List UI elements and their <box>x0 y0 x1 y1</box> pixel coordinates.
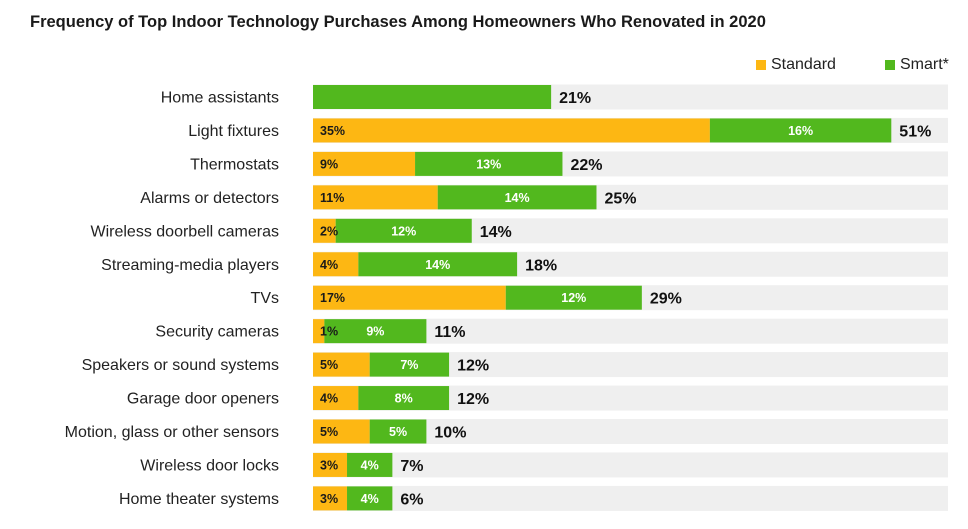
bar-smart-label: 8% <box>395 392 413 406</box>
legend-label-standard: Standard <box>771 56 836 73</box>
bar-standard <box>313 218 336 243</box>
bar-smart <box>369 419 427 444</box>
category-label: TVs <box>251 290 279 307</box>
bar-track <box>313 485 948 511</box>
bar-standard-label: 4% <box>320 258 338 272</box>
bar-standard-label: 11% <box>320 191 344 205</box>
bar-total-label: 10% <box>434 425 466 442</box>
bar-smart <box>369 352 450 377</box>
bar-smart <box>335 218 472 243</box>
bar-total-label: 14% <box>480 224 512 241</box>
bar-smart-label: 7% <box>400 358 418 372</box>
bar-standard-label: 3% <box>320 458 338 472</box>
bar-smart-label: 16% <box>788 124 813 138</box>
bar-total-label: 12% <box>457 391 489 408</box>
chart-title: Frequency of Top Indoor Technology Purch… <box>30 13 766 31</box>
bar-smart <box>358 252 518 277</box>
bar-smart <box>347 486 393 511</box>
bar-smart <box>415 151 563 176</box>
bar-total-label: 11% <box>434 324 465 341</box>
bar-total-label: 6% <box>400 491 423 508</box>
bar-total-label: 18% <box>525 257 557 274</box>
bar-smart-label: 14% <box>425 258 450 272</box>
category-label: Home theater systems <box>119 491 279 508</box>
category-label: Streaming-media players <box>101 257 279 274</box>
bar-smart <box>358 386 450 411</box>
bar-smart-label: 12% <box>391 224 416 238</box>
bar-standard <box>313 151 416 176</box>
category-label: Thermostats <box>190 156 279 173</box>
bar-smart <box>505 285 642 310</box>
legend-item-smart: Smart* <box>885 55 949 75</box>
category-label: Alarms or detectors <box>140 190 279 207</box>
legend-item-standard: Standard <box>756 55 836 75</box>
category-label: Light fixtures <box>188 123 279 140</box>
legend-swatch-standard <box>756 60 766 70</box>
legend-label-smart: Smart* <box>900 56 949 73</box>
bar-standard-label: 17% <box>320 291 345 305</box>
bar-smart-label: 4% <box>361 458 379 472</box>
bar-standard <box>313 319 325 344</box>
category-label: Garage door openers <box>127 391 279 408</box>
bar-standard <box>313 386 359 411</box>
bar-smart-label: 5% <box>389 425 407 439</box>
bar-standard-label: 5% <box>320 358 338 372</box>
category-label: Security cameras <box>155 324 279 341</box>
bar-smart-label: 12% <box>561 291 586 305</box>
bar-standard <box>313 486 348 511</box>
bar-smart-label: 14% <box>505 191 530 205</box>
bar-smart-label: 9% <box>366 325 384 339</box>
bar-standard-label: 2% <box>320 224 338 238</box>
bar-standard <box>313 118 710 143</box>
bar-total-label: 29% <box>650 291 682 308</box>
bar-total-label: 7% <box>400 458 423 475</box>
category-label: Motion, glass or other sensors <box>65 424 279 441</box>
bar-standard-label: 35% <box>320 124 345 138</box>
legend-swatch-smart <box>885 60 895 70</box>
category-label: Home assistants <box>161 90 279 107</box>
category-label: Speakers or sound systems <box>82 357 279 374</box>
bar-smart-label: 13% <box>476 157 501 171</box>
bar-total-label: 12% <box>457 358 489 375</box>
bar-standard-label: 5% <box>320 425 338 439</box>
bar-standard <box>313 419 370 444</box>
bar-smart <box>313 85 552 109</box>
bar-total-label: 25% <box>604 190 636 207</box>
category-label: Wireless doorbell cameras <box>90 223 279 240</box>
bar-smart <box>437 185 597 210</box>
bar-standard-label: 9% <box>320 157 338 171</box>
bar-standard-label: 4% <box>320 392 338 406</box>
bar-smart-label: 4% <box>361 492 379 506</box>
bar-standard-label: 3% <box>320 492 338 506</box>
bar-standard <box>313 185 438 210</box>
bar-track <box>313 452 948 478</box>
bar-standard <box>313 352 370 377</box>
bar-standard-label: 1% <box>320 325 338 339</box>
bar-smart <box>324 319 427 344</box>
bar-standard <box>313 252 359 277</box>
bar-smart <box>709 118 892 143</box>
bar-total-label: 51% <box>899 123 931 140</box>
bar-total-label: 22% <box>570 157 602 174</box>
category-label: Wireless door locks <box>140 457 279 474</box>
bar-smart <box>347 452 393 477</box>
bar-standard <box>313 452 348 477</box>
bar-standard <box>313 285 506 310</box>
bar-total-label: 21% <box>559 90 591 107</box>
